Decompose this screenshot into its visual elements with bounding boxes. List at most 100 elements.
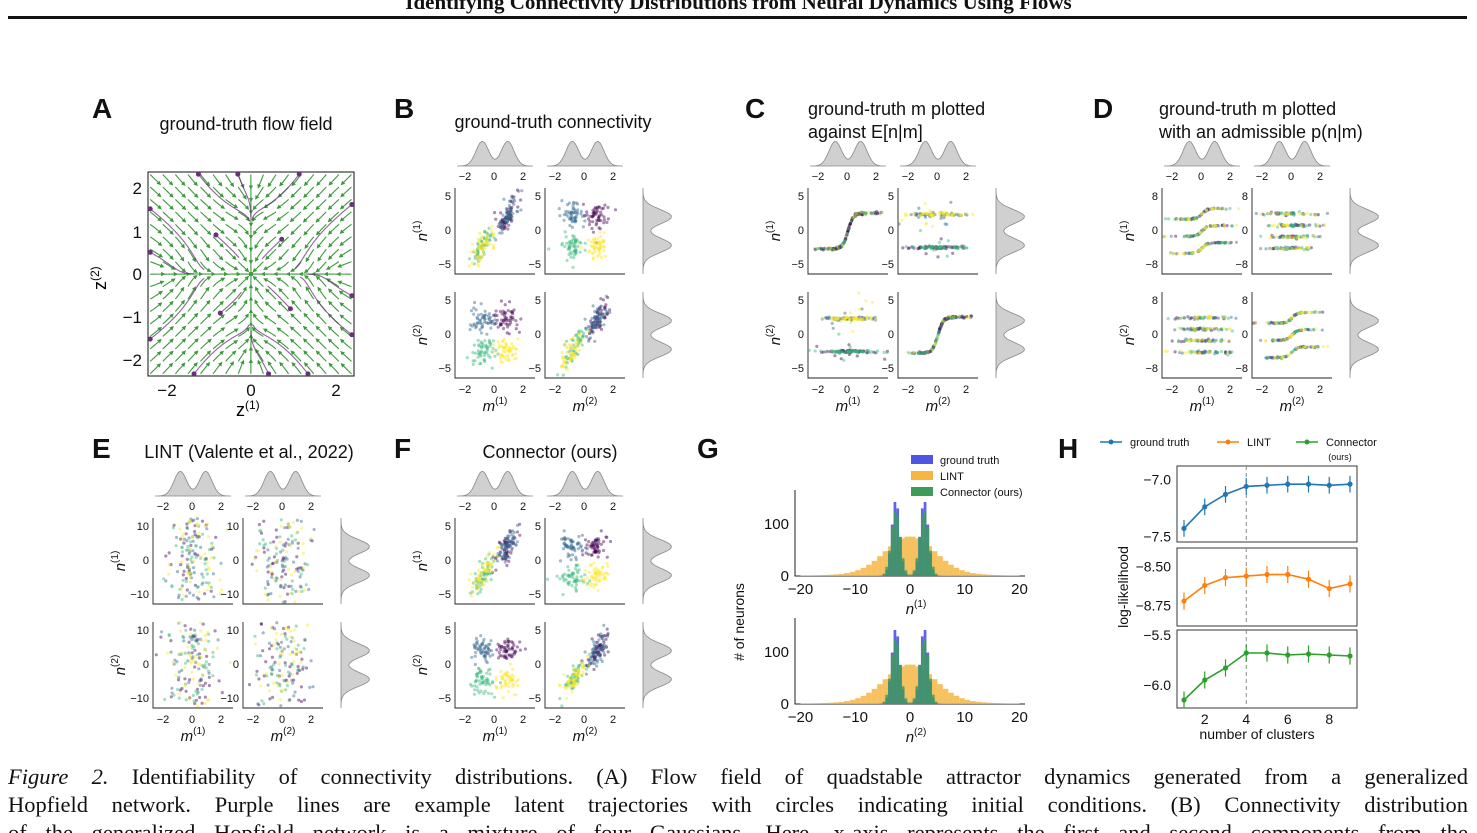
scatter-point [907, 351, 911, 355]
scatter-point [843, 238, 847, 242]
scatter-point [296, 664, 300, 669]
scatter-point [840, 348, 845, 353]
scatter-point [1298, 311, 1302, 315]
scatter-point [257, 677, 261, 681]
flow-arrow-35 [174, 350, 186, 362]
scatter-point [503, 227, 507, 231]
scatter-point [279, 689, 283, 693]
scatter-point [924, 351, 928, 355]
scatter-point [858, 315, 862, 319]
flow-arrow-288 [340, 174, 352, 186]
scatter-point [283, 661, 287, 665]
scatter-point [849, 317, 854, 321]
scatter-point [570, 553, 575, 557]
scatter-point [831, 318, 835, 322]
scatter-point [597, 226, 601, 230]
scatter-point [569, 357, 574, 361]
scatter-point [499, 542, 503, 546]
scatter-point [489, 326, 493, 330]
scatter-point [946, 245, 951, 249]
flow-arrow-106 [225, 315, 239, 325]
scatter-point [598, 307, 602, 311]
scatter-point [1169, 251, 1173, 255]
scatter-point [478, 353, 482, 357]
scatter-point [865, 349, 869, 353]
flow-arrow-132 [237, 211, 250, 222]
scatter-point [938, 246, 942, 250]
scatter-point [1213, 241, 1217, 245]
scatter-point [196, 536, 200, 540]
scatter-point [944, 317, 949, 321]
scatter-point [576, 202, 580, 206]
scatter-point [485, 661, 489, 665]
scatter-point [918, 229, 923, 233]
scatter-point [501, 227, 505, 231]
scatter-point [597, 240, 601, 244]
scatter-point [508, 213, 512, 217]
trajectory-10 [149, 251, 194, 275]
scatter-point [478, 574, 482, 579]
scatter-point [568, 357, 572, 362]
scatter-point [1229, 315, 1233, 319]
scatter-point [500, 217, 504, 221]
panel-b-grid-ylabel-1: n(1) [412, 221, 431, 242]
scatter-point [573, 237, 577, 241]
scatter-point [1207, 339, 1211, 343]
scatter-point [942, 244, 946, 248]
scatter-point [940, 321, 945, 325]
scatter-point [561, 357, 566, 361]
scatter-point [1276, 223, 1280, 227]
scatter-point [493, 695, 497, 699]
panel-d-grid-xtick: 0 [1198, 384, 1204, 396]
scatter-point [1266, 211, 1270, 215]
scatter-point [256, 654, 260, 658]
panel-c-grid-ytick: −5 [881, 363, 894, 375]
marginal-density [642, 518, 672, 604]
scatter-point [479, 647, 483, 651]
lint-bar [811, 703, 817, 704]
scatter-point [934, 246, 938, 250]
panel-title-d-line2: with an admissible p(n|m) [1158, 122, 1363, 142]
scatter-point [566, 565, 570, 569]
scatter-point [929, 348, 933, 352]
scatter-point [567, 217, 572, 221]
scatter-point [918, 214, 922, 218]
scatter-point [512, 674, 516, 678]
scatter-point [599, 210, 603, 214]
scatter-point [595, 210, 599, 214]
flow-arrow-244 [317, 286, 327, 300]
scatter-point [1290, 246, 1294, 251]
panel-b-grid-cell-01-axes [544, 188, 625, 275]
scatter-point [275, 631, 279, 636]
scatter-point [867, 349, 871, 353]
scatter-point [1197, 214, 1201, 218]
flow-arrow-215 [291, 236, 302, 249]
series-point [1326, 482, 1332, 488]
scatter-point [185, 557, 189, 561]
scatter-point [591, 211, 595, 215]
scatter-point [591, 304, 595, 308]
scatter-point [504, 210, 509, 214]
scatter-point [861, 317, 865, 322]
panel-c-grid-xlabel-2: m(2) [926, 396, 951, 415]
scatter-point [286, 670, 291, 674]
scatter-point [578, 332, 582, 336]
scatter-point [293, 570, 297, 574]
series-point [1264, 650, 1270, 656]
scatter-point [478, 318, 483, 322]
scatter-point [480, 351, 484, 355]
scatter-point [590, 316, 594, 320]
scatter-point [962, 244, 966, 248]
scatter-point [602, 249, 606, 253]
scatter-point [597, 253, 601, 257]
scatter-point [488, 344, 492, 348]
scatter-point [197, 531, 201, 535]
scatter-point [1209, 224, 1213, 228]
scatter-point [933, 342, 937, 346]
scatter-point [602, 315, 607, 319]
scatter-point [505, 209, 509, 213]
scatter-point [582, 579, 587, 583]
panel-f-grid-xlabel-1: m(1) [483, 726, 508, 745]
scatter-point [946, 315, 950, 320]
scatter-point [943, 245, 947, 249]
